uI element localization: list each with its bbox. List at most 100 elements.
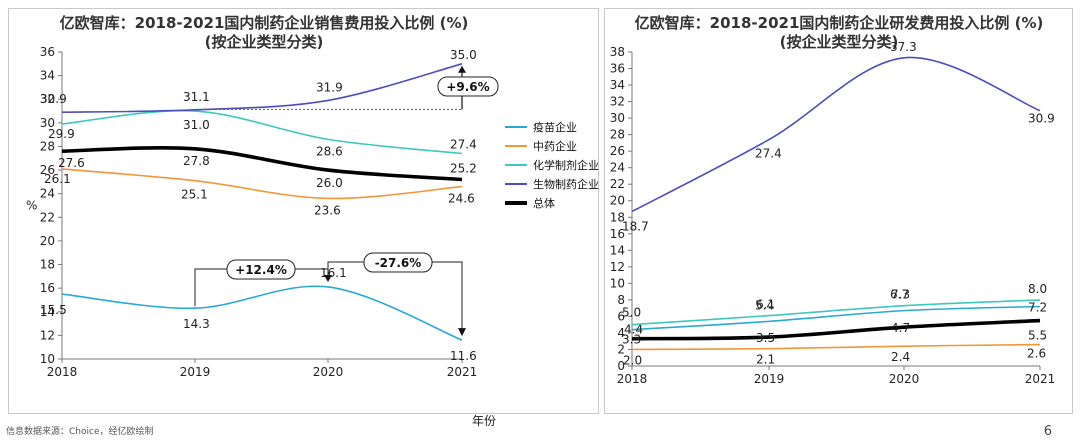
y-tick-label: 0 [617,359,625,373]
data-label: 28.6 [316,144,343,158]
y-tick-label: 14 [610,243,625,257]
y-tick-label: 22 [40,210,55,224]
data-label: 27.8 [183,154,210,168]
y-tick-label: 24 [610,161,625,175]
data-label: 5.4 [755,298,774,312]
x-tick-label: 2019 [754,372,785,386]
data-label: 31.9 [316,80,343,94]
data-label: 7.2 [1028,301,1047,315]
data-label: 27.4 [450,138,477,152]
y-tick-label: 8 [617,293,625,307]
data-label: 18.7 [622,219,649,233]
right-chart-title: 亿欧智库：2018-2021国内制药企业研发费用投入比例 (%) (按企业类型分… [606,14,1072,52]
annotation-text: +12.4% [235,263,287,277]
series-line [61,168,463,200]
left-chart-title: 亿欧智库：2018-2021国内制药企业销售费用投入比例 (%) (按企业类型分… [10,14,518,52]
y-tick-label: 22 [610,177,625,191]
annotation-badge [226,259,296,280]
data-label: 24.6 [448,192,475,206]
annotation-badge [363,252,433,273]
y-tick-label: 28 [610,128,625,142]
data-label: 25.2 [450,162,477,176]
arrow-head [458,65,466,73]
y-tick-label: 6 [617,309,625,323]
legend-item: 总体 [505,193,599,212]
legend-item: 生物制药企业 [505,174,599,193]
y-tick-label: 20 [40,234,55,248]
data-label: 2.0 [623,353,642,367]
y-tick-label: 32 [610,95,625,109]
data-label: 2.1 [756,353,775,367]
x-tick-label: 2020 [889,372,920,386]
legend-label: 总体 [533,196,555,210]
series-line [631,56,1041,213]
data-label: 3.5 [756,331,775,345]
legend-item: 中药企业 [505,136,599,155]
data-label: 23.6 [314,203,341,217]
data-label: 7.3 [891,288,910,302]
data-label: 5.0 [622,306,641,320]
source-note: 信息数据来源：Choice，经亿欧绘制 [6,427,154,437]
data-label: 30.9 [1028,112,1055,126]
y-tick-label: 2 [617,342,625,356]
arrow-head [458,328,466,337]
data-label: 15.5 [40,303,67,317]
y-tick-label: 12 [610,260,625,274]
y-tick-label: 26 [610,144,625,158]
legend-swatch [505,182,527,185]
series-line [61,109,463,155]
legend-label: 生物制药企业 [533,177,599,191]
x-tick-label: 2021 [1025,372,1056,386]
y-tick-label: 26 [40,163,55,177]
y-tick-label: 28 [40,139,55,153]
x-tick-label: 2018 [617,372,648,386]
legend-item: 化学制剂企业 [505,155,599,174]
data-label: 2.4 [891,350,910,364]
y-tick-label: 12 [40,328,55,342]
legend-swatch [505,200,527,205]
data-label: 11.6 [450,349,477,363]
series-line [61,285,463,341]
data-label: 6.1 [756,298,775,312]
data-label: 35.0 [450,48,477,62]
data-label: 31.0 [183,118,210,132]
chart-legend: 疫苗企业 中药企业 化学制剂企业 生物制药企业 总体 [505,117,599,212]
annotation-badge [437,76,499,97]
legend-label: 化学制剂企业 [533,158,599,172]
x-tick-label: 2020 [313,365,344,379]
annotation-text: +9.6% [446,80,489,94]
series-line [631,299,1041,326]
data-label: 8.0 [1028,282,1047,296]
legend-label: 疫苗企业 [533,120,577,134]
data-label: 5.5 [1028,329,1047,343]
series-line [61,63,463,114]
series-line [61,146,463,182]
y-tick-label: 24 [40,187,55,201]
data-label: 29.9 [48,127,75,141]
y-tick-label: 34 [40,69,55,83]
legend-item: 疫苗企业 [505,117,599,136]
y-tick-label: 10 [40,352,55,366]
data-label: 4.4 [624,323,643,337]
y-tick-label: 36 [40,45,55,59]
legend-swatch [505,163,527,166]
y-tick-label: 32 [40,92,55,106]
y-tick-label: 34 [610,78,625,92]
x-axis-name: 年份 [472,414,497,428]
data-label: 3.3 [622,333,641,347]
annotation-bracket [327,261,463,333]
series-line [631,343,1041,351]
data-label: 6.7 [890,288,909,302]
y-tick-label: 30 [40,116,55,130]
data-label: 26.0 [316,176,343,190]
right-chart-title-line: 亿欧智库：2018-2021国内制药企业研发费用投入比例 (%) [634,14,1044,32]
legend-swatch [505,125,527,128]
y-tick-label: 16 [40,281,55,295]
page-number: 6 [1043,424,1052,439]
y-tick-label: 20 [610,194,625,208]
y-tick-label: 18 [610,210,625,224]
y-axis-label: % [26,199,37,213]
series-line [631,318,1041,341]
